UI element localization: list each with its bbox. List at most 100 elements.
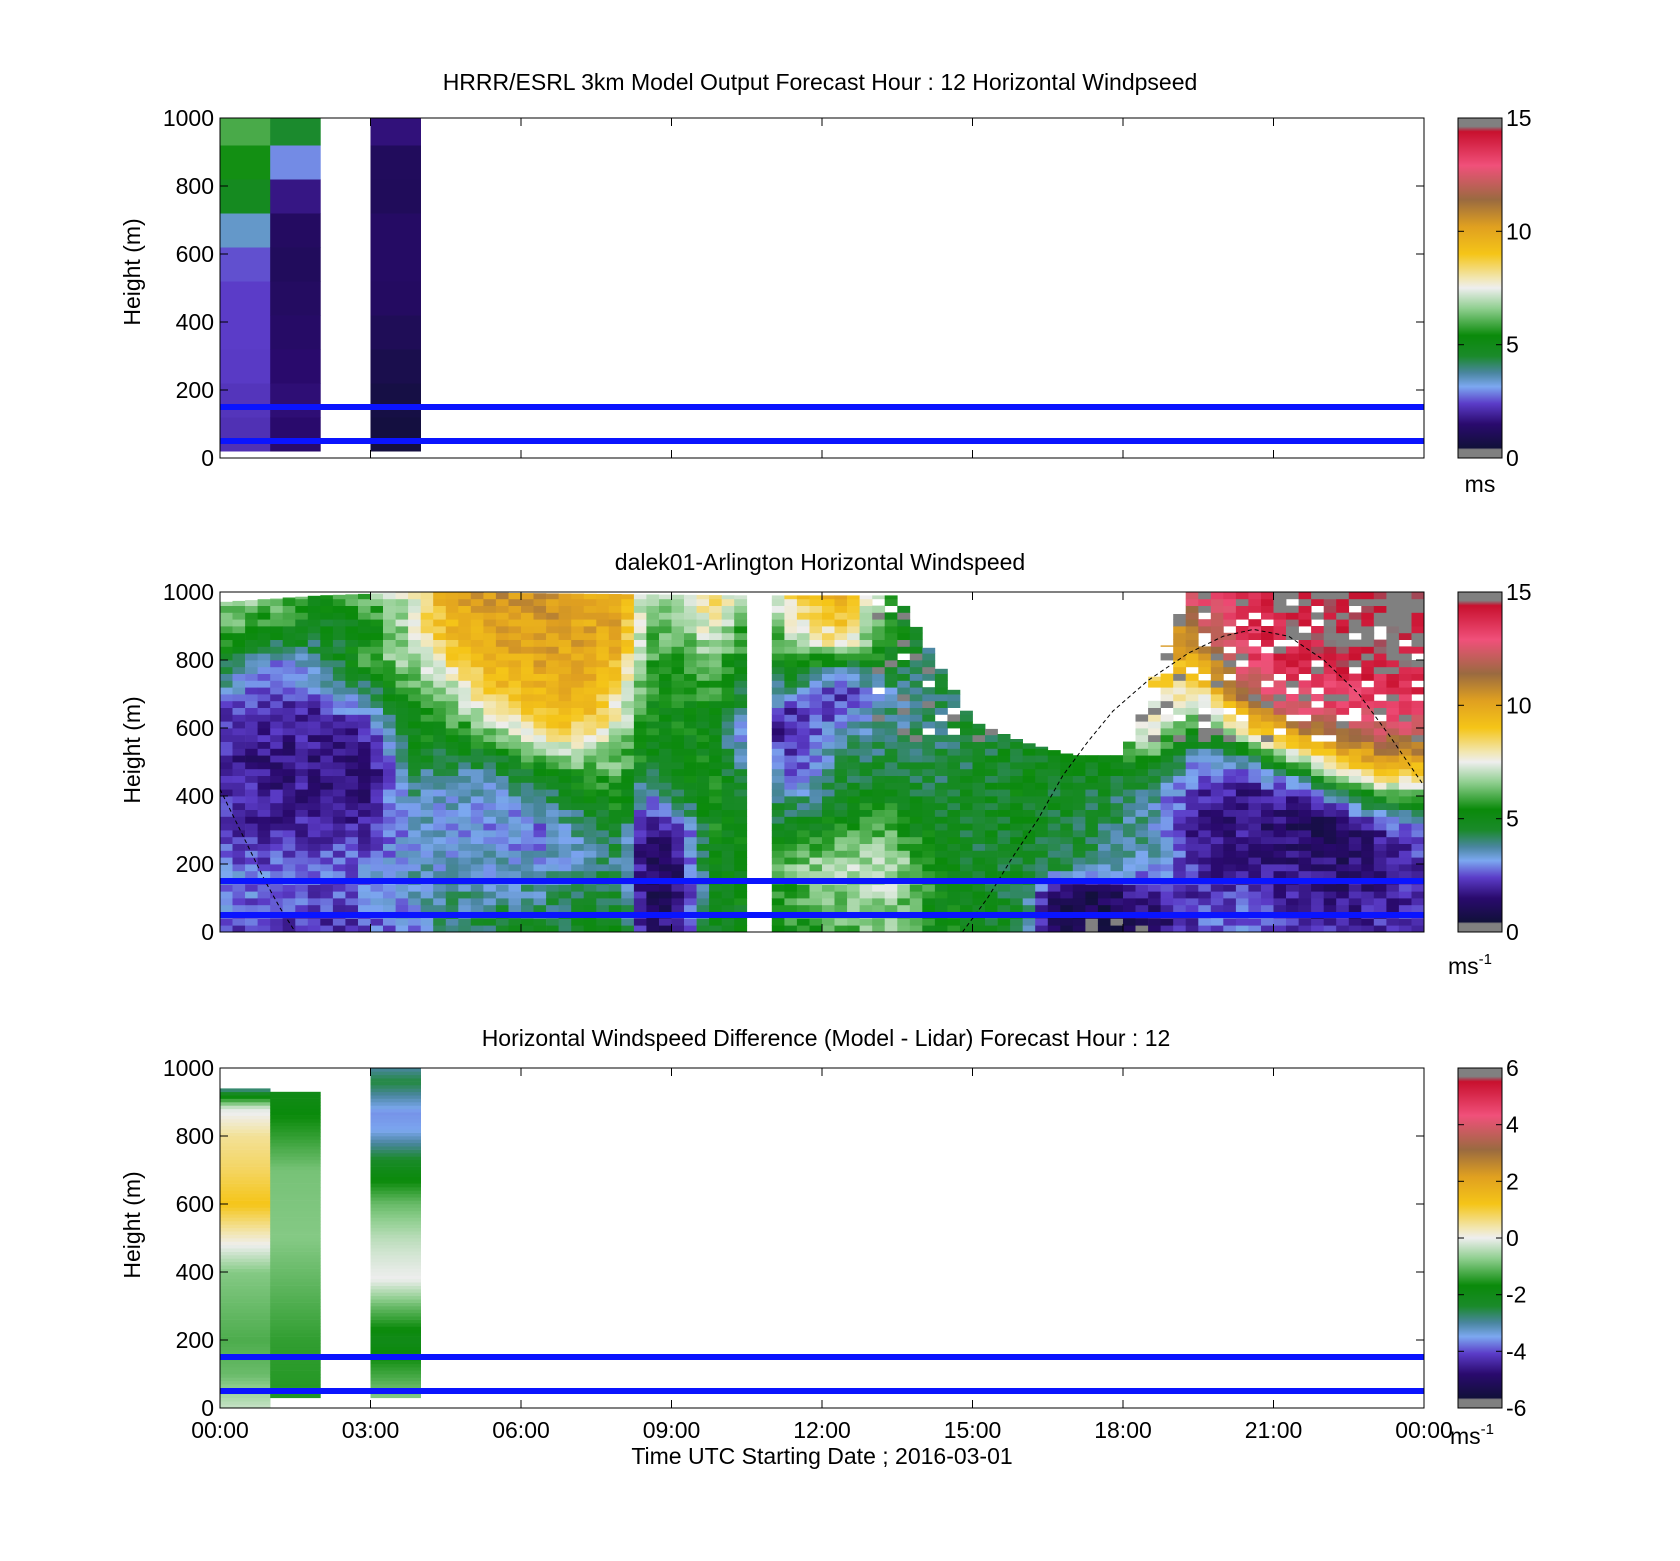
heatmap-cell bbox=[270, 1272, 321, 1276]
heatmap-cell bbox=[270, 646, 284, 654]
heatmap-cell bbox=[1386, 619, 1400, 627]
heatmap-cell bbox=[721, 918, 735, 926]
heatmap-cell bbox=[1072, 775, 1086, 783]
heatmap-cell bbox=[370, 782, 384, 790]
heatmap-cell bbox=[847, 755, 860, 763]
heatmap-cell bbox=[320, 904, 334, 912]
heatmap-cell bbox=[395, 823, 409, 831]
heatmap-cell bbox=[897, 660, 911, 668]
heatmap-cell bbox=[458, 605, 472, 613]
heatmap-cell bbox=[470, 789, 484, 797]
heatmap-cell bbox=[470, 816, 484, 824]
heatmap-cell bbox=[1198, 864, 1212, 872]
heatmap-cell bbox=[1411, 734, 1425, 742]
heatmap-cell bbox=[395, 857, 409, 865]
heatmap-cell bbox=[684, 707, 697, 715]
heatmap-cell bbox=[721, 891, 735, 899]
heatmap-cell bbox=[282, 898, 296, 906]
heatmap-cell bbox=[709, 612, 722, 620]
heatmap-cell bbox=[1035, 830, 1049, 838]
heatmap-cell bbox=[659, 660, 672, 668]
heatmap-cell bbox=[847, 925, 860, 933]
heatmap-cell bbox=[1185, 707, 1199, 715]
heatmap-cell bbox=[1348, 891, 1362, 899]
heatmap-cell bbox=[558, 802, 572, 810]
heatmap-cell bbox=[972, 741, 986, 749]
heatmap-cell bbox=[596, 884, 610, 892]
heatmap-cell bbox=[1323, 707, 1337, 715]
heatmap-cell bbox=[282, 707, 296, 715]
heatmap-cell bbox=[972, 823, 986, 831]
heatmap-cell bbox=[596, 748, 610, 756]
heatmap-cell bbox=[508, 707, 522, 715]
heatmap-cell bbox=[546, 843, 559, 851]
heatmap-cell bbox=[897, 694, 911, 702]
heatmap-cell bbox=[1411, 687, 1425, 695]
heatmap-cell bbox=[521, 728, 534, 736]
heatmap-cell bbox=[1248, 870, 1262, 878]
heatmap-cell bbox=[1047, 898, 1061, 906]
heatmap-cell bbox=[1298, 687, 1312, 695]
heatmap-cell bbox=[784, 728, 798, 736]
heatmap-cell bbox=[445, 653, 459, 661]
heatmap-cell bbox=[483, 673, 497, 681]
heatmap-cell bbox=[1348, 734, 1362, 742]
heatmap-cell bbox=[571, 843, 585, 851]
heatmap-cell bbox=[1373, 830, 1387, 838]
heatmap-cell bbox=[709, 768, 722, 776]
heatmap-cell bbox=[571, 741, 585, 749]
heatmap-cell bbox=[659, 748, 672, 756]
heatmap-cell bbox=[1123, 775, 1136, 783]
heatmap-cell bbox=[282, 639, 296, 647]
heatmap-cell bbox=[1373, 598, 1387, 606]
heatmap-cell bbox=[596, 653, 610, 661]
heatmap-cell bbox=[445, 864, 459, 872]
heatmap-cell bbox=[558, 721, 572, 729]
heatmap-cell bbox=[483, 857, 497, 865]
heatmap-cell bbox=[1248, 857, 1262, 865]
heatmap-cell bbox=[395, 707, 409, 715]
heatmap-cell bbox=[332, 816, 346, 824]
heatmap-cell bbox=[1373, 707, 1387, 715]
heatmap-cell bbox=[1110, 762, 1124, 770]
heatmap-cell bbox=[533, 884, 547, 892]
heatmap-cell bbox=[1135, 870, 1149, 878]
heatmap-cell bbox=[796, 796, 810, 804]
heatmap-cell bbox=[1223, 802, 1237, 810]
heatmap-cell bbox=[872, 605, 886, 613]
heatmap-cell bbox=[220, 925, 233, 933]
heatmap-cell bbox=[433, 782, 447, 790]
heatmap-cell bbox=[809, 809, 823, 817]
heatmap-cell bbox=[295, 864, 309, 872]
heatmap-cell bbox=[370, 1255, 421, 1259]
heatmap-cell bbox=[985, 802, 998, 810]
heatmap-cell bbox=[972, 748, 986, 756]
heatmap-cell bbox=[345, 836, 359, 844]
heatmap-cell bbox=[307, 680, 321, 688]
heatmap-cell bbox=[922, 714, 936, 722]
heatmap-cell bbox=[245, 816, 258, 824]
heatmap-cell bbox=[796, 666, 810, 674]
heatmap-cell bbox=[558, 884, 572, 892]
heatmap-cell bbox=[1072, 789, 1086, 797]
heatmap-cell bbox=[408, 728, 421, 736]
heatmap-cell bbox=[1386, 775, 1400, 783]
heatmap-cell bbox=[934, 755, 948, 763]
heatmap-cell bbox=[307, 925, 321, 933]
heatmap-cell bbox=[696, 898, 710, 906]
heatmap-cell bbox=[220, 601, 233, 606]
heatmap-cell bbox=[1047, 816, 1061, 824]
heatmap-cell bbox=[608, 626, 622, 634]
heatmap-cell bbox=[771, 626, 785, 634]
heatmap-cell bbox=[1072, 884, 1086, 892]
heatmap-cell bbox=[1210, 884, 1224, 892]
heatmap-cell bbox=[621, 626, 635, 634]
heatmap-cell bbox=[445, 809, 459, 817]
heatmap-cell bbox=[633, 884, 647, 892]
heatmap-cell bbox=[872, 646, 886, 654]
heatmap-cell bbox=[220, 1268, 271, 1273]
heatmap-cell bbox=[1273, 925, 1287, 933]
heatmap-cell bbox=[420, 782, 434, 790]
heatmap-cell bbox=[458, 762, 472, 770]
heatmap-cell bbox=[621, 632, 635, 640]
